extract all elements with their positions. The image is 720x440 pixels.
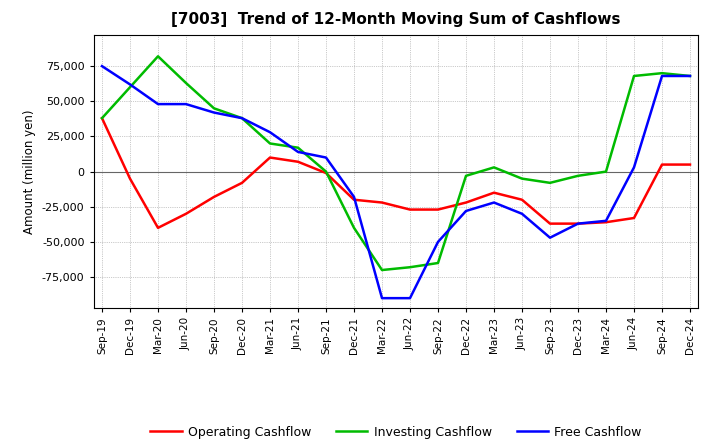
Operating Cashflow [266,155,274,160]
Free Cashflow [546,235,554,240]
Free Cashflow [574,221,582,226]
Investing Cashflow [685,73,694,79]
Investing Cashflow [657,70,666,76]
Free Cashflow [126,82,135,87]
Operating Cashflow [153,225,162,231]
Investing Cashflow [322,169,330,174]
Line: Investing Cashflow: Investing Cashflow [102,56,690,270]
Investing Cashflow [126,84,135,90]
Investing Cashflow [378,268,387,273]
Legend: Operating Cashflow, Investing Cashflow, Free Cashflow: Operating Cashflow, Investing Cashflow, … [145,421,647,440]
Investing Cashflow [602,169,611,174]
Investing Cashflow [630,73,639,79]
Operating Cashflow [350,197,359,202]
Investing Cashflow [433,260,442,266]
Free Cashflow [433,239,442,245]
Investing Cashflow [238,116,246,121]
Line: Operating Cashflow: Operating Cashflow [102,118,690,228]
Free Cashflow [657,73,666,79]
Investing Cashflow [518,176,526,181]
Free Cashflow [181,102,190,107]
Free Cashflow [518,211,526,216]
Investing Cashflow [294,145,302,150]
Free Cashflow [350,194,359,200]
Free Cashflow [210,110,218,115]
Investing Cashflow [350,225,359,231]
Operating Cashflow [294,159,302,165]
Operating Cashflow [462,200,470,205]
Operating Cashflow [518,197,526,202]
Free Cashflow [630,165,639,170]
Free Cashflow [405,296,414,301]
Free Cashflow [378,296,387,301]
Free Cashflow [490,200,498,205]
Free Cashflow [294,149,302,154]
Operating Cashflow [685,162,694,167]
Operating Cashflow [574,221,582,226]
Investing Cashflow [405,264,414,270]
Y-axis label: Amount (million yen): Amount (million yen) [23,110,37,234]
Operating Cashflow [238,180,246,186]
Free Cashflow [462,208,470,213]
Operating Cashflow [433,207,442,212]
Investing Cashflow [546,180,554,186]
Investing Cashflow [98,116,107,121]
Free Cashflow [266,130,274,135]
Free Cashflow [322,155,330,160]
Operating Cashflow [657,162,666,167]
Investing Cashflow [266,141,274,146]
Investing Cashflow [210,106,218,111]
Free Cashflow [602,218,611,224]
Investing Cashflow [462,173,470,179]
Investing Cashflow [490,165,498,170]
Operating Cashflow [490,190,498,195]
Free Cashflow [153,102,162,107]
Line: Free Cashflow: Free Cashflow [102,66,690,298]
Investing Cashflow [574,173,582,179]
Operating Cashflow [126,176,135,181]
Title: [7003]  Trend of 12-Month Moving Sum of Cashflows: [7003] Trend of 12-Month Moving Sum of C… [171,12,621,27]
Operating Cashflow [405,207,414,212]
Operating Cashflow [630,215,639,220]
Free Cashflow [238,116,246,121]
Operating Cashflow [210,194,218,200]
Operating Cashflow [98,116,107,121]
Free Cashflow [685,73,694,79]
Operating Cashflow [546,221,554,226]
Operating Cashflow [602,220,611,225]
Operating Cashflow [378,200,387,205]
Investing Cashflow [181,81,190,86]
Free Cashflow [98,63,107,69]
Operating Cashflow [181,211,190,216]
Investing Cashflow [153,54,162,59]
Operating Cashflow [322,170,330,176]
